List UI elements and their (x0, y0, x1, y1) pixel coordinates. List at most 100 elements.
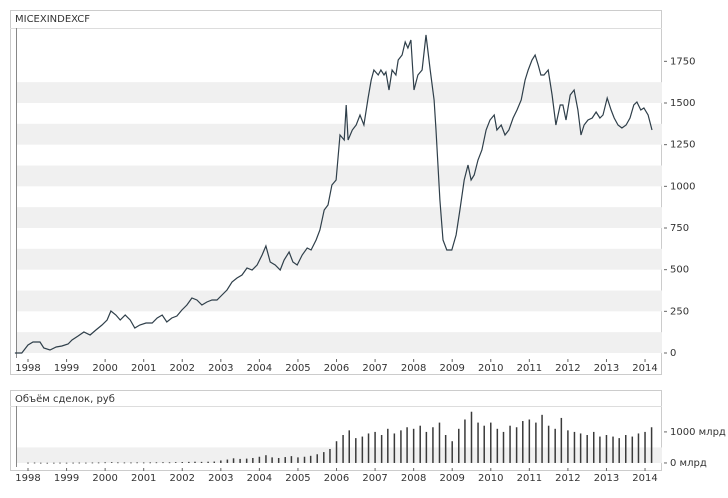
volume-bar (547, 425, 550, 463)
x-tick-label: 1999 (54, 473, 79, 484)
volume-bar (502, 431, 505, 463)
x-tick-label: 2003 (208, 363, 233, 374)
volume-bar (155, 462, 158, 464)
volume-bar (123, 462, 126, 464)
volume-bar (220, 460, 222, 463)
volume-bar (374, 431, 376, 463)
volume-bar (586, 435, 588, 463)
volume-bar (496, 428, 499, 463)
grid-band (16, 332, 662, 353)
chart-title: MICEXINDEXCF (15, 14, 90, 25)
volume-bar (419, 425, 421, 463)
volume-bar (33, 462, 36, 464)
x-tick-label: 1999 (54, 363, 79, 374)
volume-bar (39, 462, 42, 464)
x-tick-label: 2011 (517, 473, 542, 484)
volume-bar (618, 438, 620, 463)
y-tick-label: 500 (670, 265, 689, 276)
volume-bar (142, 462, 145, 464)
y-tick-label: 1750 (670, 56, 695, 67)
grid-band (16, 248, 662, 270)
y-tick-label: 250 (670, 306, 689, 317)
x-tick-label: 2008 (401, 363, 426, 374)
x-tick-label: 1998 (15, 473, 40, 484)
volume-bar (522, 421, 524, 463)
volume-bar (483, 425, 485, 463)
volume-bar (535, 422, 537, 463)
volume-bar (117, 462, 119, 464)
y-tick-label: 1000 млрд (670, 427, 726, 438)
x-tick-label: 2004 (247, 473, 272, 484)
volume-bar (316, 454, 318, 463)
volume-bar (136, 462, 138, 464)
volume-bar (509, 425, 511, 463)
volume-bar (477, 422, 479, 463)
y-tick-label: 1250 (670, 140, 695, 151)
volume-bar (277, 457, 280, 463)
grid-band (16, 165, 662, 187)
x-tick-label: 2000 (92, 473, 117, 484)
x-tick-label: 2006 (324, 473, 349, 484)
volume-bar (631, 436, 634, 463)
volume-bar (541, 414, 543, 463)
volume-bar (174, 462, 177, 463)
volume-bar (624, 435, 627, 463)
volume-bar (97, 462, 100, 464)
x-tick-label: 2012 (555, 473, 580, 484)
volume-bar (213, 461, 216, 463)
volume-bar (554, 428, 556, 463)
volume-bar (342, 435, 344, 463)
x-tick-label: 2007 (362, 363, 387, 374)
x-tick-label: 2000 (92, 363, 117, 374)
volume-bar (406, 427, 408, 463)
volume-bar (162, 462, 164, 464)
volume-bar (425, 431, 428, 463)
y-tick-label: 750 (670, 223, 689, 234)
volume-bar (194, 461, 196, 463)
x-tick-label: 2007 (362, 473, 387, 484)
volume-bar (432, 427, 434, 463)
volume-bar (560, 417, 563, 463)
volume-bar (567, 430, 569, 463)
x-tick-label: 2002 (170, 473, 195, 484)
volume-bar (464, 419, 466, 463)
x-tick-label: 2001 (131, 473, 156, 484)
volume-bar (573, 431, 576, 463)
volume-bar (355, 438, 357, 463)
volume-bar (528, 419, 531, 463)
volume-bar (72, 462, 74, 464)
x-tick-label: 2001 (131, 363, 156, 374)
price-panel (10, 10, 662, 375)
volume-bar (130, 462, 132, 464)
volume-bar (78, 462, 81, 464)
x-tick-label: 2004 (247, 363, 272, 374)
volume-bar (605, 435, 608, 463)
grid-band (16, 290, 662, 312)
volume-bar (149, 462, 152, 464)
x-tick-label: 2013 (594, 473, 619, 484)
x-tick-label: 2011 (517, 363, 542, 374)
volume-bar (27, 462, 29, 464)
volume-bar (284, 457, 286, 463)
x-tick-label: 2005 (285, 473, 310, 484)
volume-bar (387, 428, 389, 463)
volume-bar (323, 452, 325, 463)
volume-bar (400, 430, 402, 463)
volume-bar (438, 422, 441, 463)
grid-band (16, 207, 662, 228)
x-tick-label: 2008 (401, 473, 426, 484)
x-tick-label: 2013 (594, 363, 619, 374)
volume-bar (515, 427, 518, 463)
volume-bar (252, 457, 254, 463)
volume-bar (59, 462, 61, 464)
volume-bar (297, 457, 299, 463)
volume-bar (599, 436, 601, 463)
grid-band (16, 123, 662, 145)
x-tick-label: 2009 (439, 363, 464, 374)
volume-bar (46, 462, 49, 464)
x-tick-label: 2009 (439, 473, 464, 484)
volume-bar (367, 433, 370, 463)
volume-bar (265, 455, 267, 463)
volume-bar (393, 433, 396, 463)
